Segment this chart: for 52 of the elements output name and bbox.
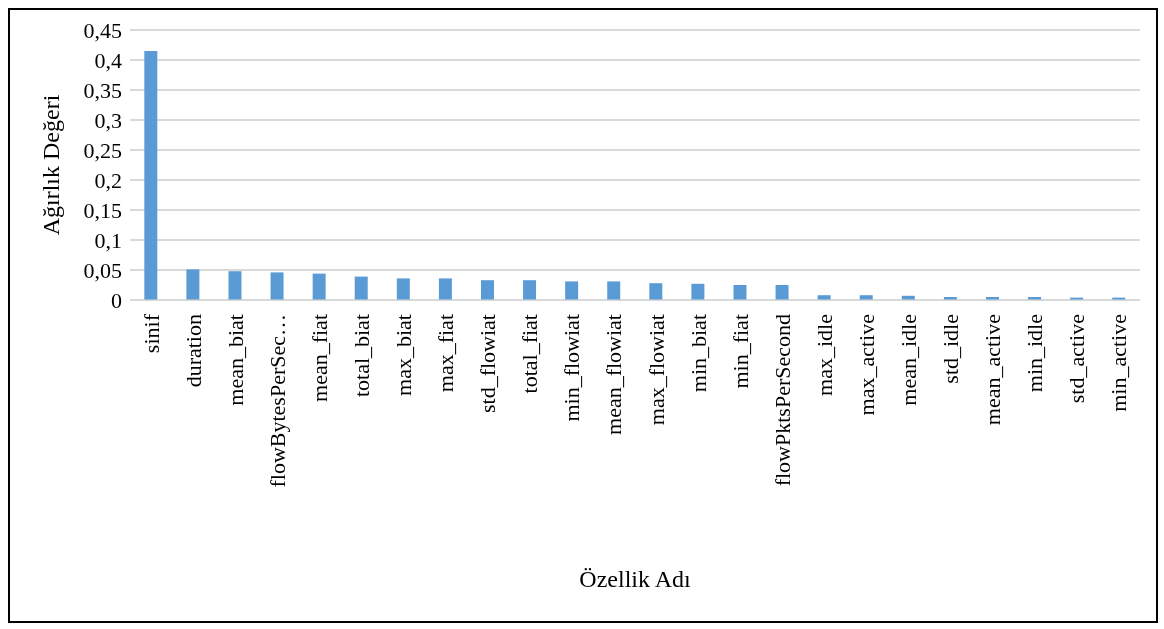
y-tick-label: 0,25 (83, 137, 122, 163)
x-tick-label: max_idle (811, 314, 837, 396)
y-tick-label: 0,35 (83, 77, 122, 103)
x-tick-label: min_flowiat (559, 314, 585, 422)
x-tick-label: min_active (1106, 314, 1132, 412)
x-tick-label: mean_fiat (306, 314, 332, 402)
bar (691, 283, 705, 300)
bar (775, 285, 789, 300)
bar (186, 269, 200, 300)
bar (438, 278, 452, 300)
y-tick-label: 0,1 (94, 227, 122, 253)
bar (733, 285, 747, 300)
bar (523, 280, 537, 300)
x-tick-label: max_biat (391, 314, 417, 396)
x-tick-label: mean_biat (222, 314, 248, 406)
y-tick-label: 0,2 (94, 167, 122, 193)
bar (649, 283, 663, 300)
x-tick-label: mean_flowiat (601, 314, 627, 435)
x-tick-label: min_fiat (727, 314, 753, 389)
x-tick-label: sinif (138, 313, 164, 354)
x-tick-label: std_active (1064, 314, 1090, 404)
x-tick-label: std_idle (938, 314, 964, 384)
bar (396, 278, 410, 300)
x-tick-label: min_biat (685, 314, 711, 393)
x-tick-label: max_flowiat (643, 314, 669, 426)
x-tick-label: max_active (853, 314, 879, 416)
bar (144, 51, 158, 300)
x-tick-label: duration (180, 314, 206, 388)
y-tick-label: 0,45 (83, 17, 122, 43)
y-tick-label: 0 (111, 287, 122, 313)
y-axis-title: Ağırlık Değeri (37, 94, 64, 236)
x-tick-label: max_fiat (433, 314, 459, 393)
y-tick-label: 0,3 (94, 107, 122, 133)
y-tick-label: 0,15 (83, 197, 122, 223)
x-tick-label: mean_idle (896, 314, 922, 406)
x-tick-label: total_fiat (517, 314, 543, 394)
x-axis-title: Özellik Adı (578, 566, 692, 593)
y-tick-label: 0,4 (94, 47, 122, 73)
x-tick-label: flowBytesPerSec… (264, 314, 290, 488)
y-tick-label: 0,05 (83, 257, 122, 283)
bar (312, 273, 326, 300)
x-tick-label: min_idle (1022, 314, 1048, 393)
bar (480, 280, 494, 300)
x-tick-label: std_flowiat (475, 314, 501, 413)
bar (354, 276, 368, 300)
x-tick-label: mean_active (980, 314, 1006, 426)
bar (228, 271, 242, 300)
bar (270, 272, 284, 300)
bar (607, 281, 621, 300)
bar (565, 281, 579, 300)
x-tick-label: total_biat (348, 314, 374, 398)
x-tick-label: flowPktsPerSecond (769, 314, 795, 487)
